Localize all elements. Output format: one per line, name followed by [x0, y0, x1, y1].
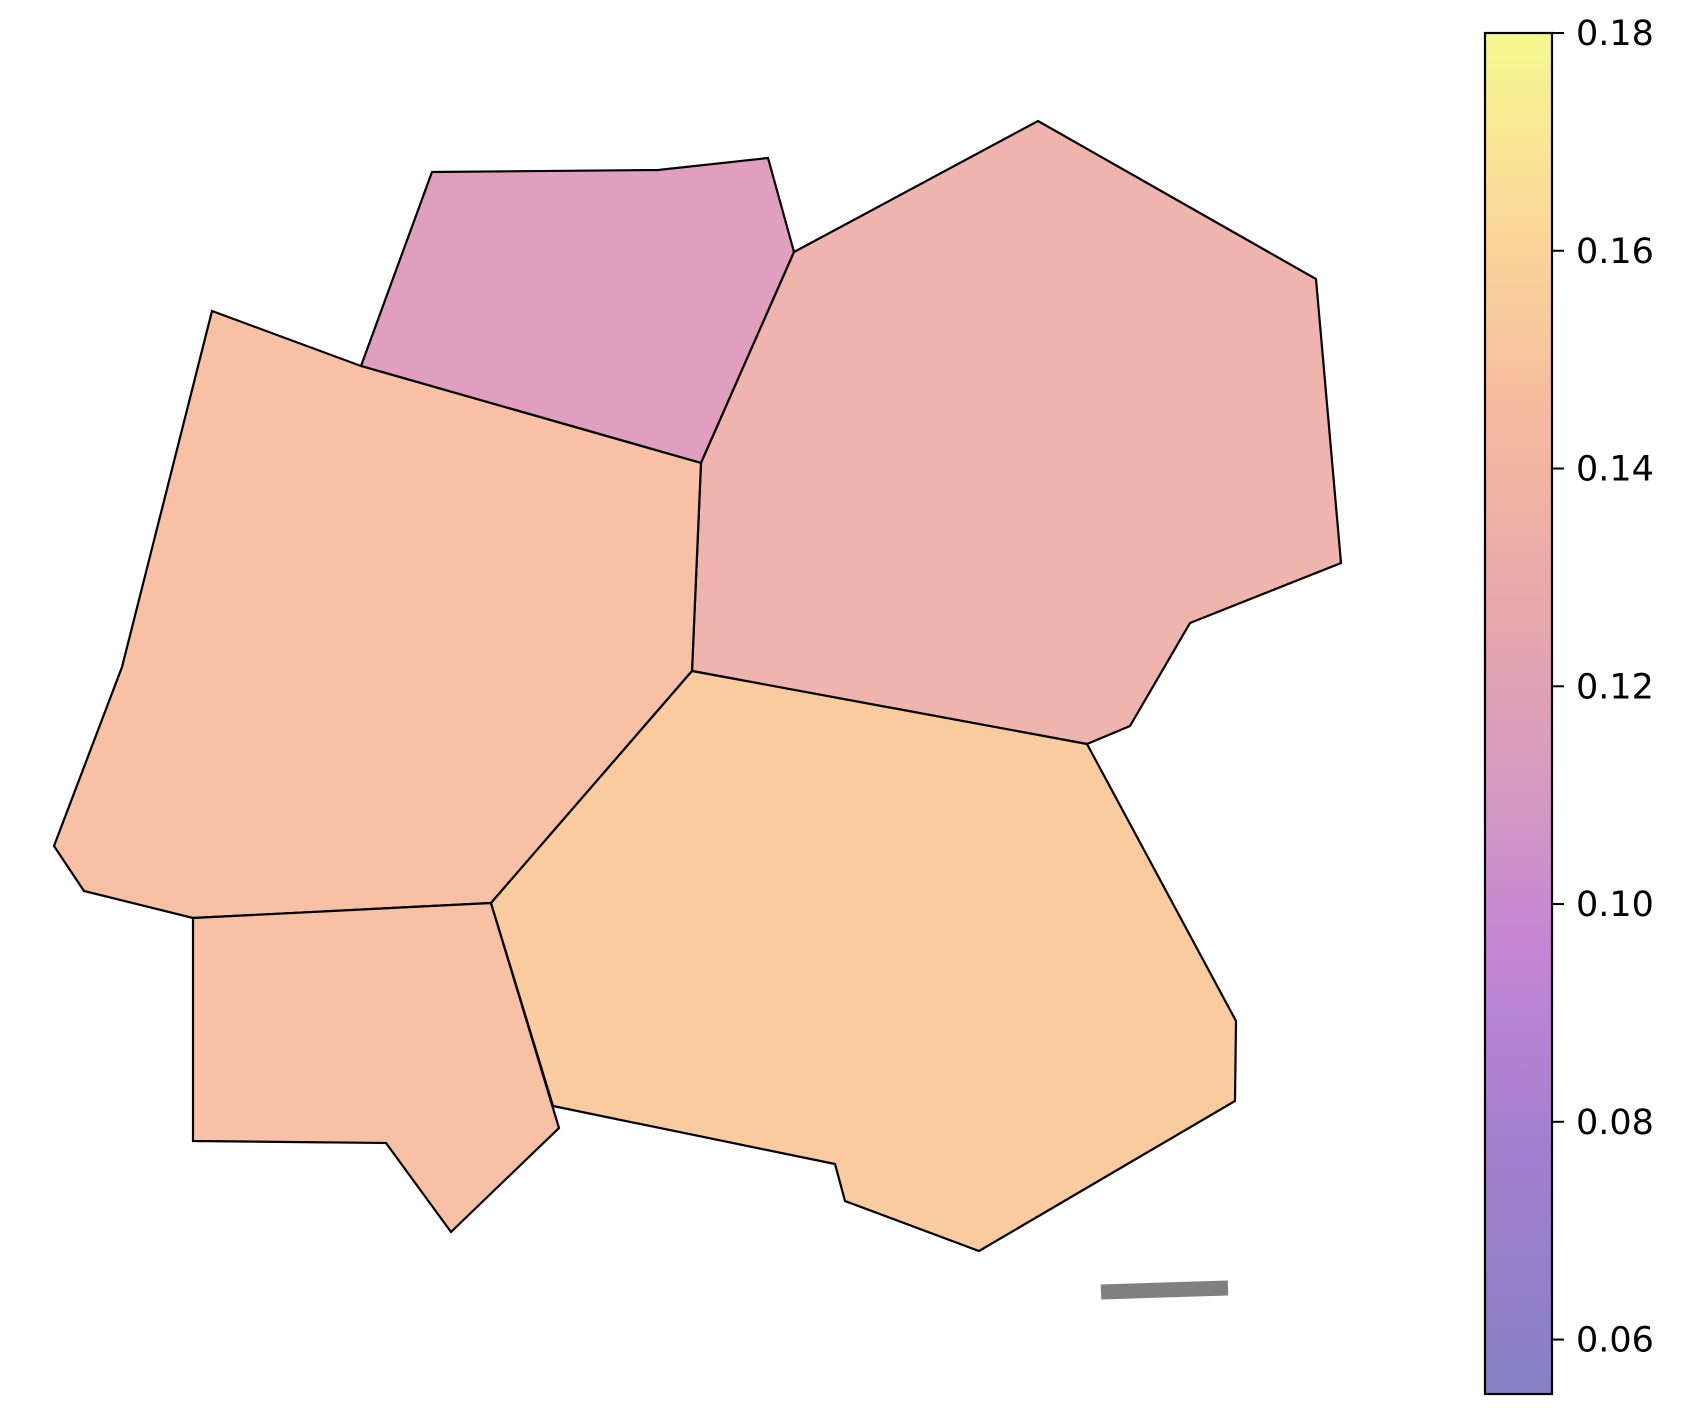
colorbar-tick-label: 0.06 [1576, 1321, 1654, 1361]
region-southeast[interactable] [489, 669, 1238, 1253]
region-southwest[interactable] [191, 901, 561, 1234]
colorbar-tick-label: 0.12 [1576, 667, 1654, 707]
colorbar-tick-label: 0.18 [1576, 14, 1654, 54]
colorbar-tick-label: 0.10 [1576, 885, 1654, 925]
colorbar: 0.06 0.08 0.10 0.12 0.14 0.16 0.18 [1483, 14, 1654, 1396]
colorbar-tick-label: 0.14 [1576, 450, 1654, 490]
scale-bar [1100, 1280, 1229, 1300]
colorbar-tick-label: 0.08 [1576, 1103, 1654, 1143]
colorbar-ticks: 0.06 0.08 0.10 0.12 0.14 0.16 0.18 [1552, 14, 1654, 1361]
colorbar-gradient [1483, 31, 1554, 1396]
map-regions [52, 119, 1343, 1253]
region-northeast[interactable] [690, 119, 1343, 746]
colorbar-tick-label: 0.16 [1576, 232, 1654, 272]
